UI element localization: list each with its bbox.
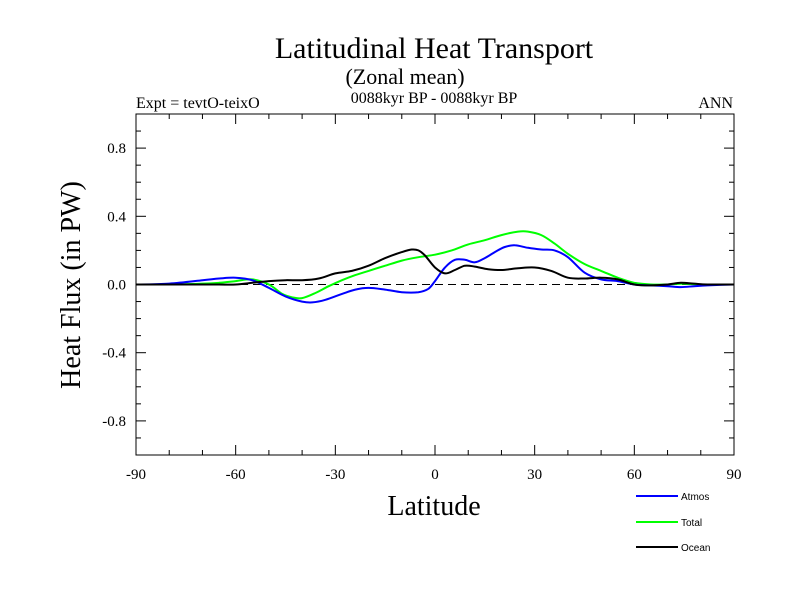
x-tick-label: -30 — [325, 467, 345, 483]
series-line-atmos — [135, 244, 735, 304]
y-tick-labels: 0.8 0.4 0.0 -0.4 -0.8 — [102, 141, 126, 430]
series-line-ocean — [136, 248, 735, 287]
series-lines — [135, 230, 735, 304]
y-tick-label: 0.8 — [107, 141, 126, 157]
chart-subtitle: (Zonal mean) — [345, 64, 464, 89]
x-tick-label: 90 — [727, 467, 742, 483]
legend: Atmos Total Ocean — [636, 492, 710, 554]
x-tick-label: -90 — [126, 467, 146, 483]
chart-title: Latitudinal Heat Transport — [275, 32, 594, 65]
season-label: ANN — [698, 95, 733, 112]
experiment-label: Expt = tevtO-teixO — [136, 95, 260, 112]
x-tick-label: 0 — [431, 467, 439, 483]
period-label: 0088kyr BP - 0088kyr BP — [351, 90, 518, 107]
series-line-total — [135, 230, 735, 300]
axis-ticks — [135, 113, 735, 456]
y-tick-label: -0.4 — [102, 346, 126, 362]
x-tick-labels: -90 -60 -30 0 30 60 90 — [126, 467, 742, 483]
x-tick-label: -60 — [226, 467, 246, 483]
y-tick-label: -0.8 — [102, 414, 126, 430]
legend-label-total: Total — [681, 518, 702, 529]
x-axis-label: Latitude — [387, 491, 480, 522]
legend-label-ocean: Ocean — [681, 543, 710, 554]
legend-label-atmos: Atmos — [681, 492, 709, 503]
x-tick-label: 60 — [627, 467, 642, 483]
y-tick-label: 0.4 — [107, 209, 126, 225]
y-tick-label: 0.0 — [107, 278, 126, 294]
x-tick-label: 30 — [527, 467, 542, 483]
y-axis-label: Heat Flux (in PW) — [56, 181, 87, 389]
